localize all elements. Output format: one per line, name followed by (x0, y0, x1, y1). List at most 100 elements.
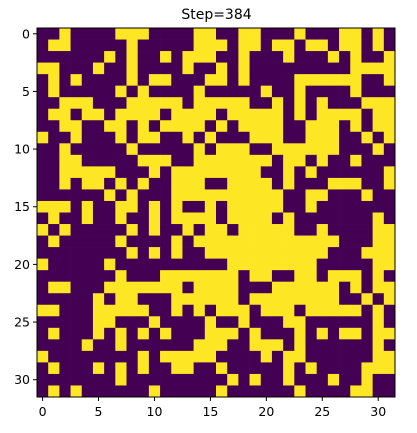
heatmap-cell (216, 281, 228, 294)
heatmap-cell (238, 97, 250, 110)
heatmap-cell (171, 154, 183, 167)
heatmap-cell (260, 350, 273, 363)
heatmap-cell (193, 316, 206, 329)
heatmap-cell (372, 154, 385, 167)
heatmap-cell (305, 350, 318, 363)
heatmap-cell (59, 189, 71, 202)
heatmap-cell (238, 293, 250, 306)
heatmap-cell (48, 108, 60, 121)
heatmap-cell (126, 200, 139, 213)
heatmap-cell (92, 385, 105, 398)
heatmap-cell (70, 143, 83, 156)
heatmap-cell (48, 62, 60, 75)
heatmap-cell (339, 39, 351, 52)
heatmap-cell (48, 131, 60, 144)
heatmap-cell (92, 212, 105, 225)
heatmap-cell (171, 166, 183, 179)
heatmap-cell (92, 131, 105, 144)
heatmap-cell (193, 362, 206, 375)
heatmap-cell (361, 212, 373, 225)
heatmap-cell (283, 143, 295, 156)
heatmap-cell (70, 247, 83, 259)
heatmap-cell (305, 154, 318, 167)
heatmap-cell (238, 385, 250, 398)
heatmap-cell (48, 51, 60, 63)
heatmap-cell (70, 62, 83, 75)
heatmap-cell (70, 258, 83, 271)
heatmap-cell (171, 200, 183, 213)
heatmap-cell (137, 373, 150, 386)
heatmap-cell (361, 281, 373, 294)
heatmap-cell (126, 166, 139, 179)
heatmap-cell (70, 224, 83, 236)
heatmap-cell (260, 189, 273, 202)
heatmap-cell (81, 120, 94, 133)
heatmap-cell (193, 224, 206, 236)
heatmap-cell (59, 270, 71, 283)
heatmap-cell (294, 373, 306, 386)
heatmap-cell (137, 200, 150, 213)
heatmap-cell (216, 304, 228, 317)
heatmap-cell (350, 224, 362, 236)
heatmap-cell (271, 293, 284, 306)
heatmap-cell (115, 120, 127, 133)
heatmap-cell (238, 62, 250, 75)
heatmap-cell (92, 270, 105, 283)
heatmap-cell (104, 97, 116, 110)
heatmap-cell (182, 62, 194, 75)
heatmap-cell (126, 97, 139, 110)
heatmap-cell (81, 304, 94, 317)
heatmap-cell (216, 120, 228, 133)
heatmap-cell (115, 224, 127, 236)
heatmap-cell (260, 108, 273, 121)
heatmap-cell (283, 120, 295, 133)
heatmap-cell (137, 189, 150, 202)
heatmap-cell (126, 177, 139, 190)
heatmap-cell (92, 39, 105, 52)
heatmap-cell (271, 212, 284, 225)
heatmap-cell (361, 39, 373, 52)
heatmap-cell (37, 212, 49, 225)
heatmap-cell (327, 143, 340, 156)
heatmap-cell (137, 247, 150, 259)
heatmap-cell (193, 85, 206, 98)
heatmap-cell (59, 108, 71, 121)
heatmap-cell (115, 270, 127, 283)
heatmap-cell (70, 316, 83, 329)
heatmap-cell (238, 362, 250, 375)
heatmap-cell (216, 189, 228, 202)
heatmap-cell (294, 85, 306, 98)
heatmap-cell (227, 339, 239, 352)
heatmap-cell (81, 224, 94, 236)
heatmap-cell (115, 39, 127, 52)
heatmap-cell (294, 39, 306, 52)
heatmap-cell (48, 373, 60, 386)
y-axis: 0 5 10 15 20 25 30 (14, 26, 37, 387)
heatmap-cell (70, 281, 83, 294)
heatmap-cell (137, 293, 150, 306)
heatmap-cell (182, 143, 194, 156)
heatmap-cell (361, 304, 373, 317)
heatmap-cell (204, 120, 217, 133)
heatmap-cell (216, 51, 228, 63)
heatmap-cell (59, 385, 71, 398)
heatmap-cell (361, 235, 373, 248)
heatmap-cell (271, 316, 284, 329)
heatmap-cell (81, 74, 94, 87)
heatmap-cell (81, 143, 94, 156)
heatmap-cell (361, 200, 373, 213)
heatmap-cell (37, 270, 49, 283)
heatmap-cell (126, 62, 139, 75)
heatmap-cell (327, 51, 340, 63)
heatmap-cell (372, 224, 385, 236)
heatmap-cell (115, 362, 127, 375)
heatmap-cell (305, 281, 318, 294)
heatmap-cell (271, 258, 284, 271)
heatmap-cell (115, 143, 127, 156)
heatmap-cell (316, 120, 329, 133)
heatmap-cell (160, 62, 172, 75)
heatmap-cell (115, 385, 127, 398)
heatmap-cell (249, 385, 262, 398)
heatmap-cell (350, 62, 362, 75)
heatmap-cell (227, 97, 239, 110)
